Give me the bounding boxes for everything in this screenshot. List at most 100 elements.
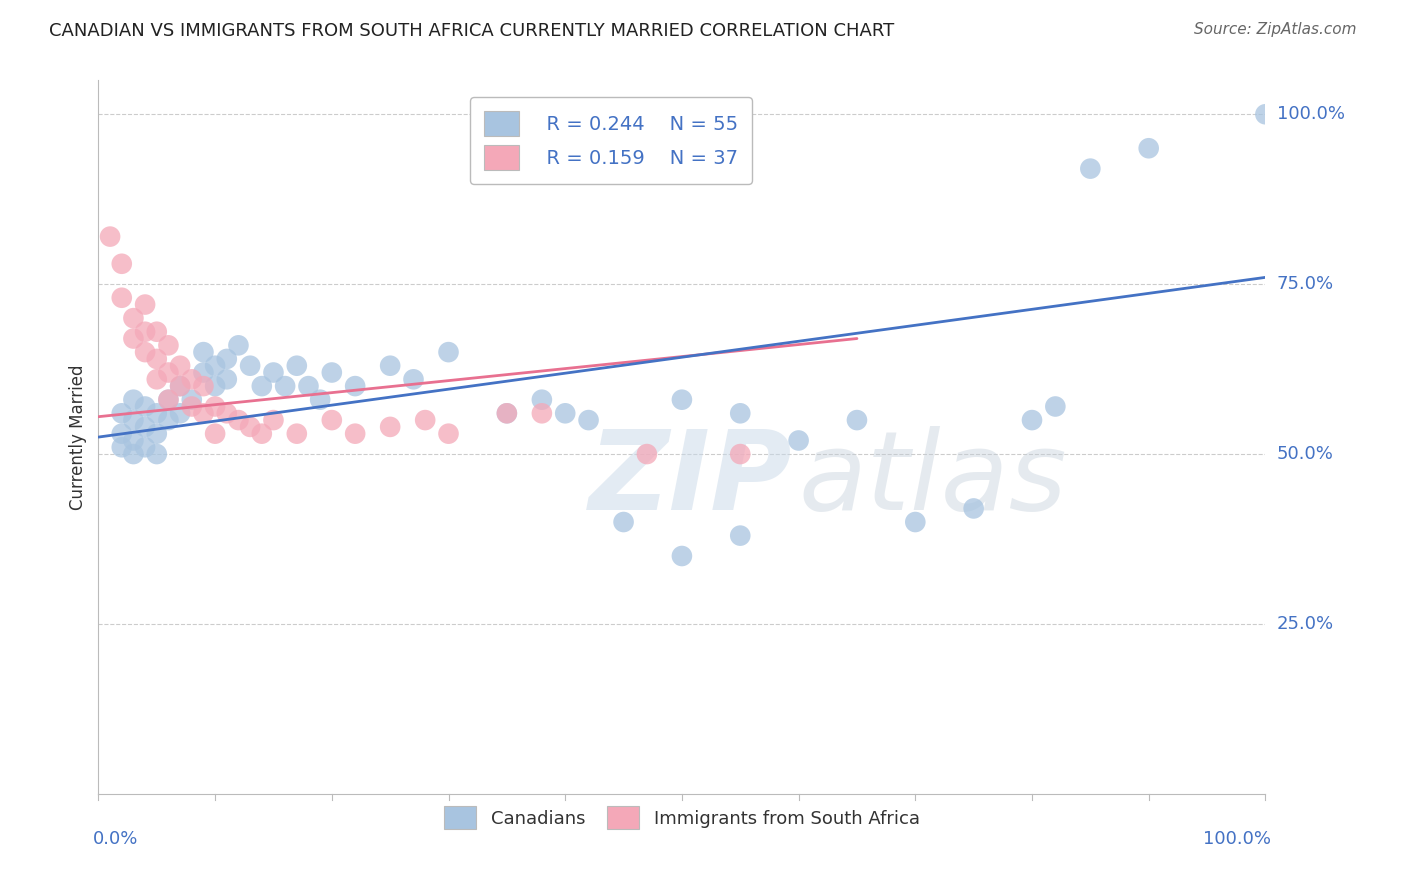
Point (402, 372, 425, 386)
Point (904, 515, 927, 529)
Point (157, 413, 180, 427)
Point (309, 392, 332, 407)
Point (146, 447, 169, 461)
Point (262, 366, 284, 380)
Point (730, 528, 752, 542)
Point (134, 440, 156, 454)
Point (437, 426, 460, 441)
Legend: Canadians, Immigrants from South Africa: Canadians, Immigrants from South Africa (432, 794, 932, 842)
Point (613, 515, 636, 529)
Point (636, 447, 658, 461)
Point (215, 406, 238, 420)
Point (787, 434, 810, 448)
Point (169, 379, 191, 393)
Point (228, 338, 250, 352)
Text: 50.0%: 50.0% (1277, 445, 1333, 463)
Point (122, 413, 145, 427)
Point (344, 379, 367, 393)
Point (297, 379, 319, 393)
Point (193, 379, 215, 393)
Point (111, 440, 134, 454)
Point (134, 420, 156, 434)
Point (180, 400, 202, 414)
Point (285, 359, 308, 373)
Point (730, 406, 752, 420)
Point (962, 501, 984, 516)
Point (215, 372, 238, 386)
Point (344, 426, 367, 441)
Point (846, 413, 869, 427)
Point (285, 426, 308, 441)
Point (578, 413, 600, 427)
Text: 75.0%: 75.0% (1277, 275, 1334, 293)
Point (380, 420, 402, 434)
Point (122, 332, 145, 346)
Point (157, 392, 180, 407)
Point (134, 325, 156, 339)
Point (193, 345, 215, 359)
Text: 100.0%: 100.0% (1277, 105, 1344, 123)
Text: CANADIAN VS IMMIGRANTS FROM SOUTH AFRICA CURRENTLY MARRIED CORRELATION CHART: CANADIAN VS IMMIGRANTS FROM SOUTH AFRICA… (49, 22, 894, 40)
Point (157, 366, 180, 380)
Text: 100.0%: 100.0% (1204, 830, 1271, 847)
Point (204, 379, 226, 393)
Point (250, 426, 273, 441)
Point (122, 311, 145, 326)
Point (496, 406, 519, 420)
Point (204, 400, 226, 414)
Point (111, 426, 134, 441)
Point (274, 379, 297, 393)
Text: 0.0%: 0.0% (93, 830, 138, 847)
Point (262, 413, 284, 427)
Point (169, 359, 191, 373)
Point (250, 379, 273, 393)
Point (134, 400, 156, 414)
Text: ZIP: ZIP (589, 426, 792, 533)
Point (122, 434, 145, 448)
Point (146, 372, 169, 386)
Point (134, 297, 156, 311)
Point (111, 406, 134, 420)
Point (413, 413, 436, 427)
Point (193, 366, 215, 380)
Point (146, 351, 169, 366)
Point (193, 406, 215, 420)
Point (437, 345, 460, 359)
Point (146, 406, 169, 420)
Text: atlas: atlas (799, 426, 1067, 533)
Point (1045, 400, 1067, 414)
Point (1080, 161, 1102, 176)
Point (730, 447, 752, 461)
Point (554, 406, 576, 420)
Text: Source: ZipAtlas.com: Source: ZipAtlas.com (1194, 22, 1357, 37)
Point (157, 338, 180, 352)
Text: 25.0%: 25.0% (1277, 615, 1334, 633)
Point (1021, 413, 1043, 427)
Point (321, 413, 343, 427)
Point (98, 229, 121, 244)
Point (180, 372, 202, 386)
Point (1254, 107, 1277, 121)
Point (530, 392, 553, 407)
Point (111, 291, 134, 305)
Point (239, 420, 262, 434)
Point (122, 447, 145, 461)
Point (321, 366, 343, 380)
Point (671, 549, 693, 563)
Point (671, 392, 693, 407)
Point (169, 379, 191, 393)
Point (215, 351, 238, 366)
Point (239, 359, 262, 373)
Point (530, 406, 553, 420)
Point (169, 406, 191, 420)
Point (204, 359, 226, 373)
Point (180, 392, 202, 407)
Point (496, 406, 519, 420)
Point (146, 426, 169, 441)
Point (1137, 141, 1160, 155)
Point (122, 392, 145, 407)
Point (204, 426, 226, 441)
Point (111, 257, 134, 271)
Point (228, 413, 250, 427)
Point (380, 359, 402, 373)
